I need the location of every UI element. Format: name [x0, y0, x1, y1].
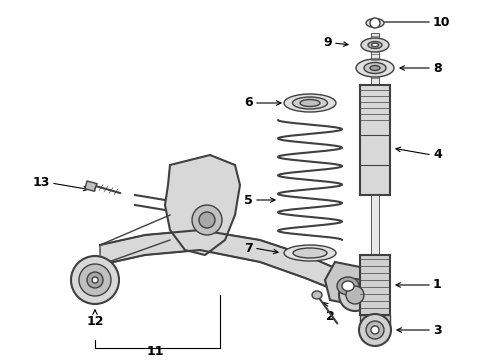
- Circle shape: [87, 272, 103, 288]
- Bar: [359, 315, 389, 330]
- Bar: [370, 33, 378, 85]
- Circle shape: [369, 18, 379, 28]
- Ellipse shape: [371, 43, 378, 47]
- Text: 4: 4: [432, 148, 441, 162]
- Circle shape: [79, 264, 111, 296]
- Circle shape: [199, 212, 215, 228]
- Ellipse shape: [365, 18, 383, 27]
- Ellipse shape: [292, 248, 326, 258]
- Polygon shape: [100, 230, 354, 295]
- Circle shape: [358, 314, 390, 346]
- Ellipse shape: [341, 281, 353, 291]
- Text: 2: 2: [325, 310, 334, 323]
- Text: 11: 11: [146, 345, 163, 358]
- Circle shape: [365, 321, 383, 339]
- Bar: [359, 255, 389, 315]
- Polygon shape: [325, 262, 369, 305]
- Text: 10: 10: [432, 15, 449, 28]
- Ellipse shape: [311, 291, 321, 299]
- Text: 1: 1: [432, 279, 441, 292]
- Ellipse shape: [292, 97, 327, 109]
- Text: 3: 3: [432, 324, 441, 337]
- Text: 12: 12: [86, 315, 103, 328]
- Ellipse shape: [355, 59, 393, 77]
- Ellipse shape: [284, 94, 335, 112]
- Text: 8: 8: [432, 62, 441, 75]
- Circle shape: [370, 326, 378, 334]
- Ellipse shape: [369, 66, 379, 71]
- Ellipse shape: [336, 277, 358, 295]
- Ellipse shape: [360, 38, 388, 52]
- Text: 5: 5: [244, 194, 252, 207]
- Text: 7: 7: [244, 242, 252, 255]
- Bar: [359, 85, 389, 195]
- Ellipse shape: [299, 99, 319, 107]
- Ellipse shape: [284, 245, 335, 261]
- Circle shape: [346, 286, 363, 304]
- Text: 9: 9: [323, 36, 331, 49]
- Ellipse shape: [367, 41, 381, 49]
- Polygon shape: [164, 155, 240, 255]
- Circle shape: [338, 279, 370, 311]
- Circle shape: [92, 277, 98, 283]
- Text: 13: 13: [33, 176, 50, 189]
- Bar: [85, 181, 97, 191]
- Circle shape: [192, 205, 222, 235]
- Text: 6: 6: [244, 96, 252, 109]
- Circle shape: [71, 256, 119, 304]
- Ellipse shape: [363, 63, 385, 73]
- Bar: [370, 195, 378, 255]
